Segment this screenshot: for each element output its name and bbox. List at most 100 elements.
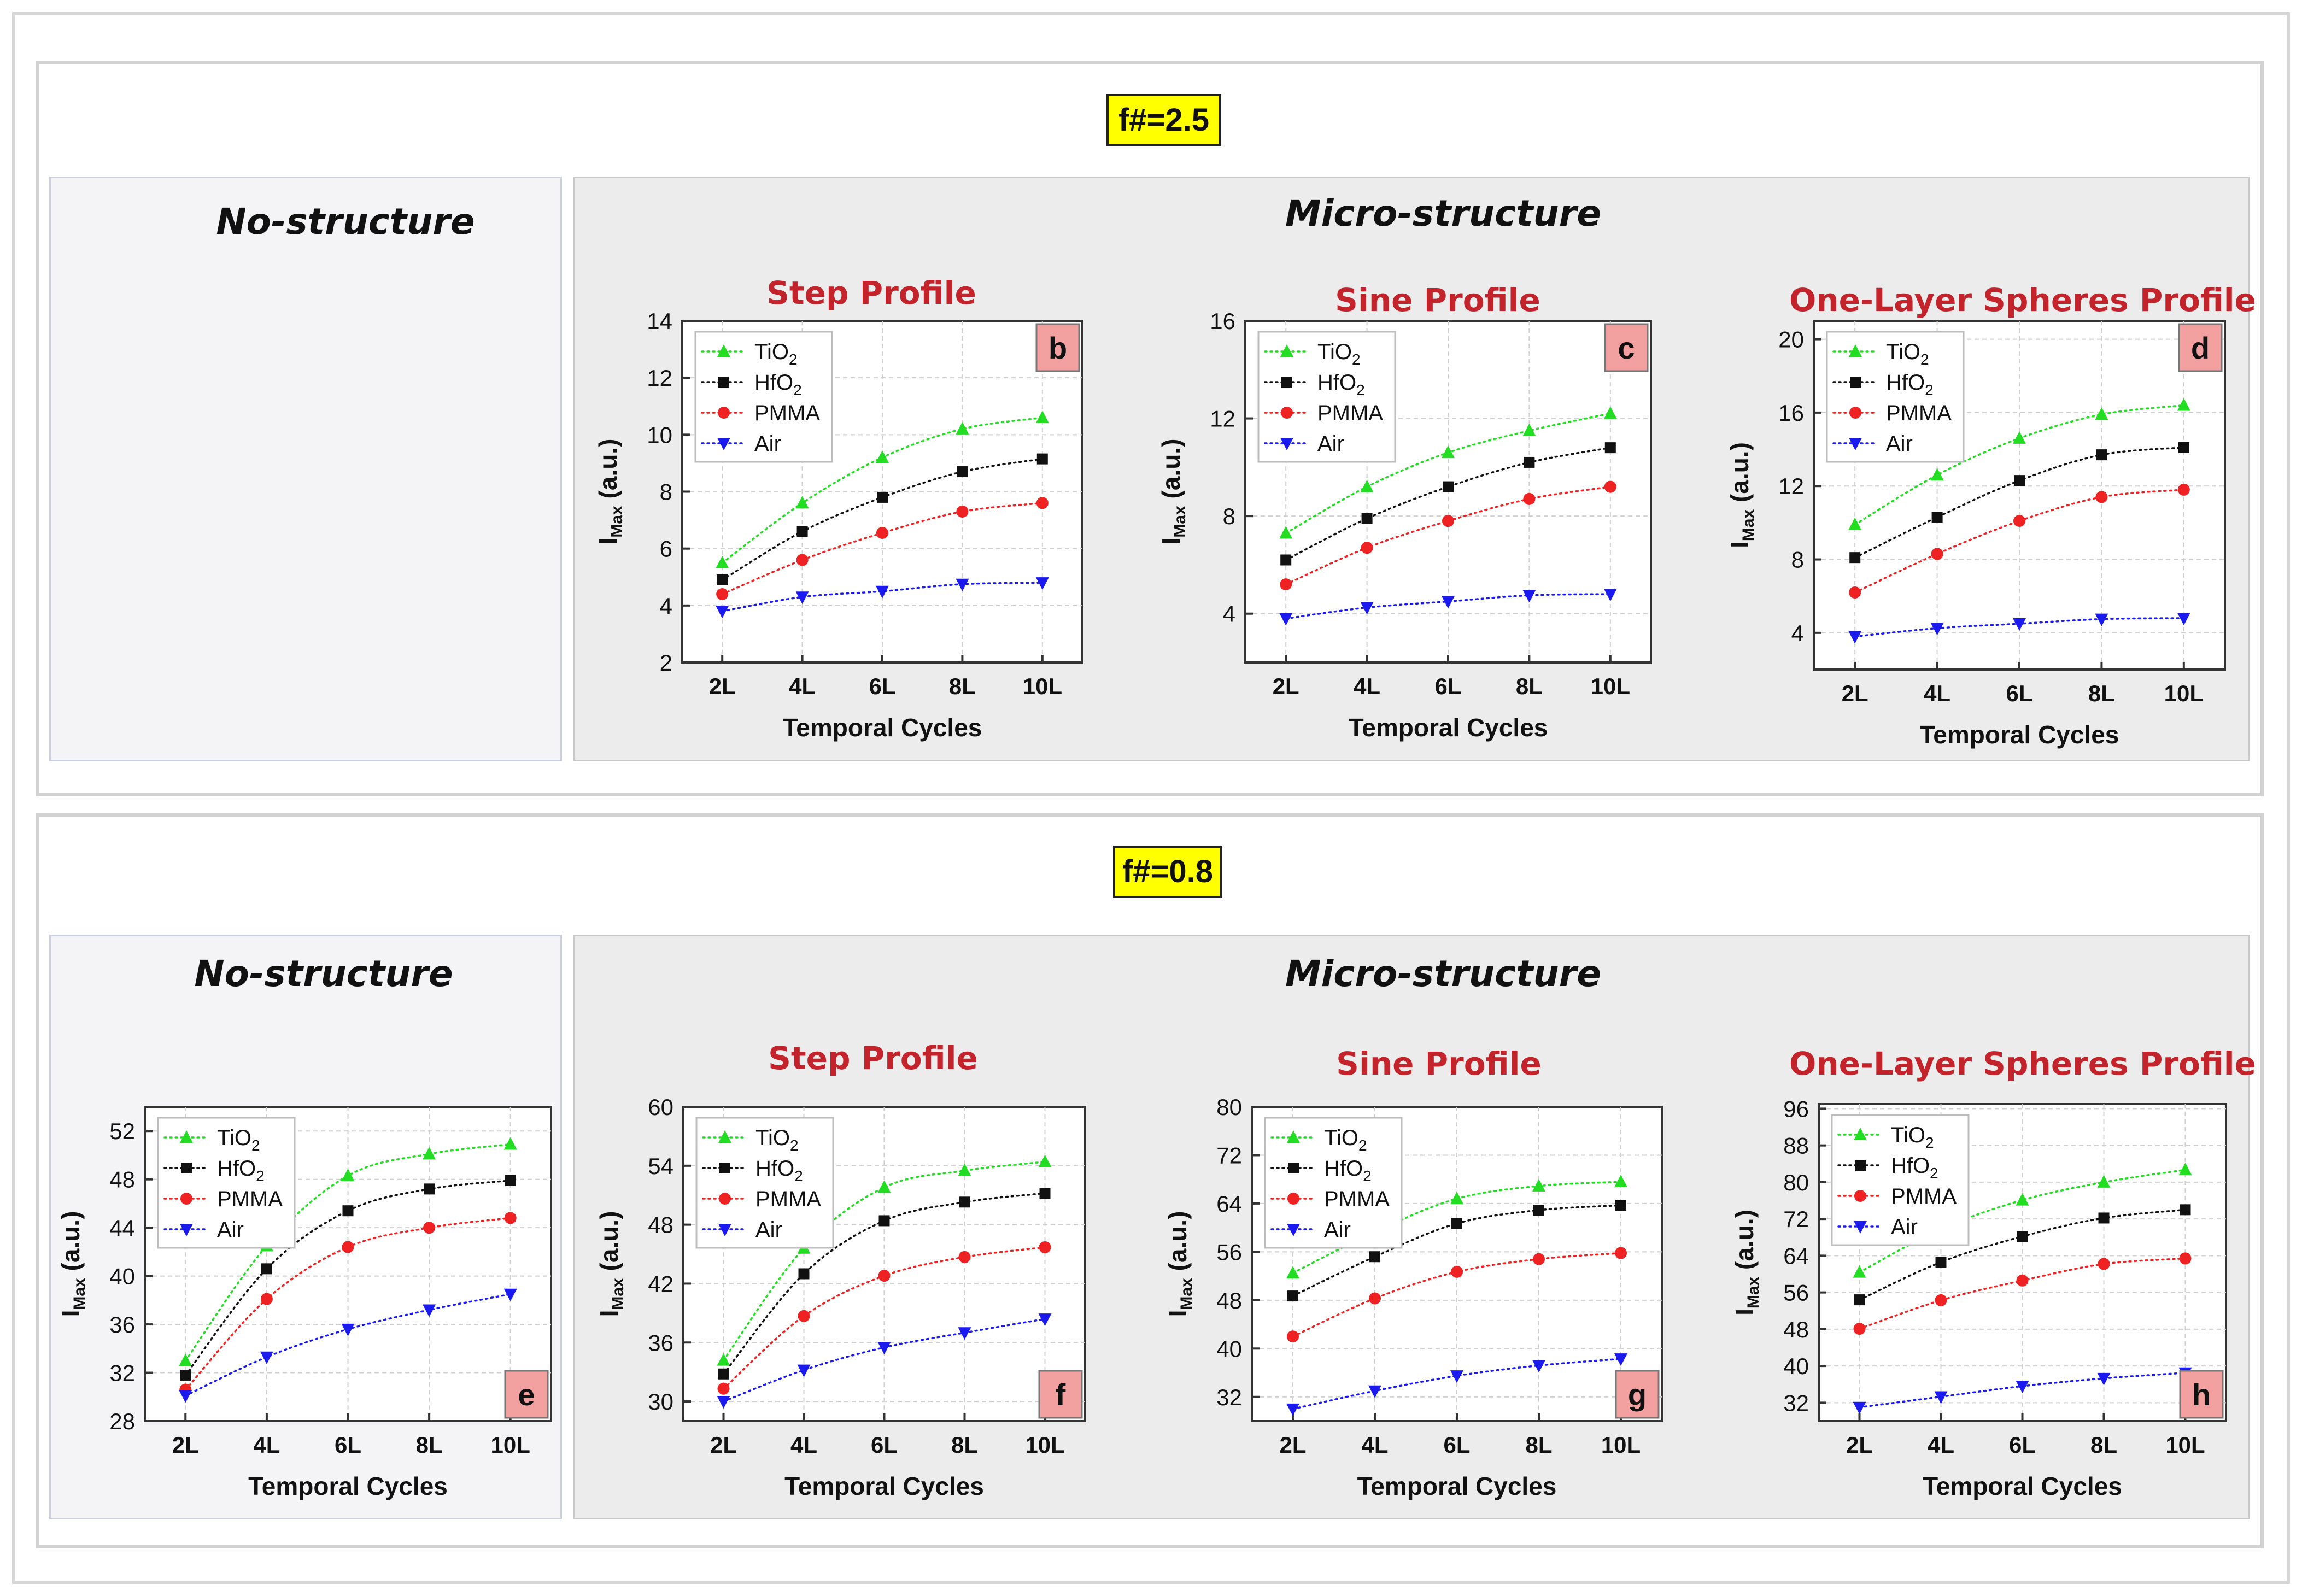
- legend-marker-TiO2: [1854, 1128, 1867, 1140]
- data-point-TiO2: [2178, 1163, 2192, 1176]
- panel-badge-label: g: [1628, 1377, 1647, 1412]
- data-point-PMMA: [1287, 1330, 1299, 1343]
- legend-label-sub: 2: [1925, 382, 1934, 398]
- y-axis-title-unit: (a.u.): [462, 438, 491, 506]
- y-tick-label: 64: [1216, 1191, 1242, 1217]
- chart-h: 32 40 48 56 64 72 80 88 96 2L 4L 6L 8L 10L Temporal Cy…: [1730, 1096, 2227, 1500]
- legend-label: TiO2: [1317, 340, 1361, 368]
- panel-badge: [1035, 323, 1080, 372]
- series-PMMA: [717, 1241, 1051, 1395]
- chart-f: 30 36 42 48 54 60 2L 4L 6L 8L 10L Temporal Cycles IM…: [595, 1094, 1086, 1500]
- x-tick-label: 2L: [710, 1432, 737, 1458]
- legend-label: HfO2: [755, 1157, 803, 1184]
- panel-badge: [2179, 1370, 2224, 1419]
- data-point-HfO2: [959, 1196, 970, 1208]
- data-point-Air: [1614, 1353, 1627, 1366]
- legend-marker-Air: [180, 1224, 193, 1236]
- data-point-PMMA: [1280, 578, 1292, 591]
- legend-label-main: HfO: [755, 1157, 794, 1181]
- data-point-TiO2: [1360, 479, 1374, 492]
- y-tick-label: 2: [660, 650, 672, 676]
- legend-label-main: Air: [1886, 432, 1913, 456]
- y-axis-title: IMax (a.u.): [594, 439, 626, 545]
- legend-label-sub: 2: [1925, 1134, 1934, 1151]
- data-point-PMMA: [1604, 480, 1616, 493]
- legend-label: Air: [217, 1218, 244, 1242]
- step-profile-title-bottom: Step Profile: [768, 1040, 978, 1077]
- micro-structure-title-bottom: Micro-structure: [1285, 953, 1602, 995]
- legend-marker-TiO2: [180, 1130, 193, 1143]
- y-axis-title-unit: (a.u.): [1163, 1211, 1192, 1278]
- y-axis-title: IMax (a.u.): [595, 1211, 627, 1317]
- legend-label-main: TiO: [1317, 340, 1352, 364]
- sine-profile-title-bottom: Sine Profile: [1336, 1045, 1542, 1082]
- legend-marker-HfO2: [1850, 377, 1861, 388]
- data-point-TiO2: [1930, 468, 1944, 481]
- y-axis-title-main: I: [1730, 1309, 1759, 1316]
- y-tick-label: 4: [529, 564, 541, 589]
- legend-label-main: Air: [623, 432, 650, 456]
- legend-label-sub: 2: [789, 351, 798, 368]
- legend-marker-HfO2: [719, 1163, 730, 1173]
- data-point-PMMA: [2016, 1274, 2029, 1287]
- legend-box: [695, 1117, 834, 1249]
- legend-label: HfO2: [1324, 1157, 1372, 1184]
- data-point-Air: [1360, 602, 1374, 615]
- legend-label: Air: [1324, 1218, 1351, 1242]
- y-tick-label: 8: [1791, 547, 1804, 573]
- data-point-HfO2: [1287, 1290, 1298, 1302]
- legend-label: TiO2: [1886, 340, 1929, 368]
- data-point-HfO2: [1604, 442, 1616, 454]
- data-point-TiO2: [1522, 423, 1536, 436]
- data-point-PMMA: [2013, 515, 2025, 527]
- chart-b: 2 4 6 8 10 12 14 2L 4L 6L 8L 10L Temporal Cycles IMax…: [594, 308, 1083, 742]
- x-tick-label: 6L: [1434, 673, 1461, 699]
- legend-label-sub: 2: [256, 1167, 265, 1184]
- y-tick-label: 40: [109, 1264, 135, 1289]
- y-axis-title-sub: Max: [609, 1278, 627, 1310]
- series-line-HfO2: [722, 1192, 1046, 1375]
- y-axis-title-main: I: [1157, 538, 1185, 545]
- y-tick-label: 32: [109, 1360, 135, 1386]
- data-point-HfO2: [424, 511, 435, 523]
- y-tick-label: 60: [648, 1094, 673, 1120]
- data-point-TiO2: [1614, 1175, 1627, 1188]
- legend-label: HfO2: [1886, 371, 1934, 398]
- legend-marker-TiO2: [718, 1130, 731, 1143]
- legend-box: [563, 331, 702, 463]
- x-tick-label: 4L: [1928, 1432, 1954, 1458]
- y-tick-label: 80: [1216, 1094, 1242, 1120]
- y-axis-title-main: I: [56, 1310, 85, 1317]
- data-point-HfO2: [342, 488, 354, 499]
- data-point-HfO2: [1849, 552, 1861, 564]
- data-point-PMMA: [342, 1241, 354, 1253]
- data-point-Air: [717, 1396, 730, 1409]
- x-axis-title: Temporal Cycles: [1920, 720, 2119, 749]
- y-axis-title-sub: Max: [71, 1278, 89, 1310]
- sine-profile-title-top: Sine Profile: [1335, 281, 1540, 319]
- x-tick-label: 6L: [335, 672, 361, 698]
- data-point-Air: [341, 1323, 355, 1336]
- data-point-Air: [423, 560, 436, 573]
- chart-group: 4 8 12 16 2L 4L 6L 8L 10L Temporal Cycles IMax (a.…: [1157, 308, 1652, 742]
- series-HfO2: [1287, 1200, 1626, 1302]
- legend-marker-TiO2: [586, 344, 599, 357]
- series-Air: [1286, 1353, 1627, 1416]
- y-tick-label: 32: [1216, 1384, 1242, 1410]
- y-tick-label: 10: [516, 308, 541, 334]
- y-axis-title-sub: Max: [1739, 509, 1758, 541]
- x-tick-label: 2L: [1842, 680, 1868, 706]
- micro-structure-title-top: Micro-structure: [1285, 192, 1602, 234]
- legend-label: Air: [1891, 1215, 1918, 1239]
- x-tick-label: 10L: [1025, 1432, 1064, 1458]
- chart-e: 28 32 36 40 44 48 52 2L 4L 6L 8L 10L Temporal Cycles…: [56, 1106, 552, 1500]
- data-point-TiO2: [1603, 406, 1617, 419]
- data-point-TiO2: [260, 445, 273, 459]
- x-tick-label: 8L: [2088, 680, 2115, 706]
- data-point-Air: [503, 579, 517, 592]
- series-PMMA: [1849, 483, 2190, 598]
- y-tick-label: 64: [1783, 1243, 1809, 1269]
- legend-box: [1831, 1114, 1970, 1246]
- legend-marker-TiO2: [1287, 1130, 1300, 1143]
- data-point-HfO2: [717, 574, 728, 585]
